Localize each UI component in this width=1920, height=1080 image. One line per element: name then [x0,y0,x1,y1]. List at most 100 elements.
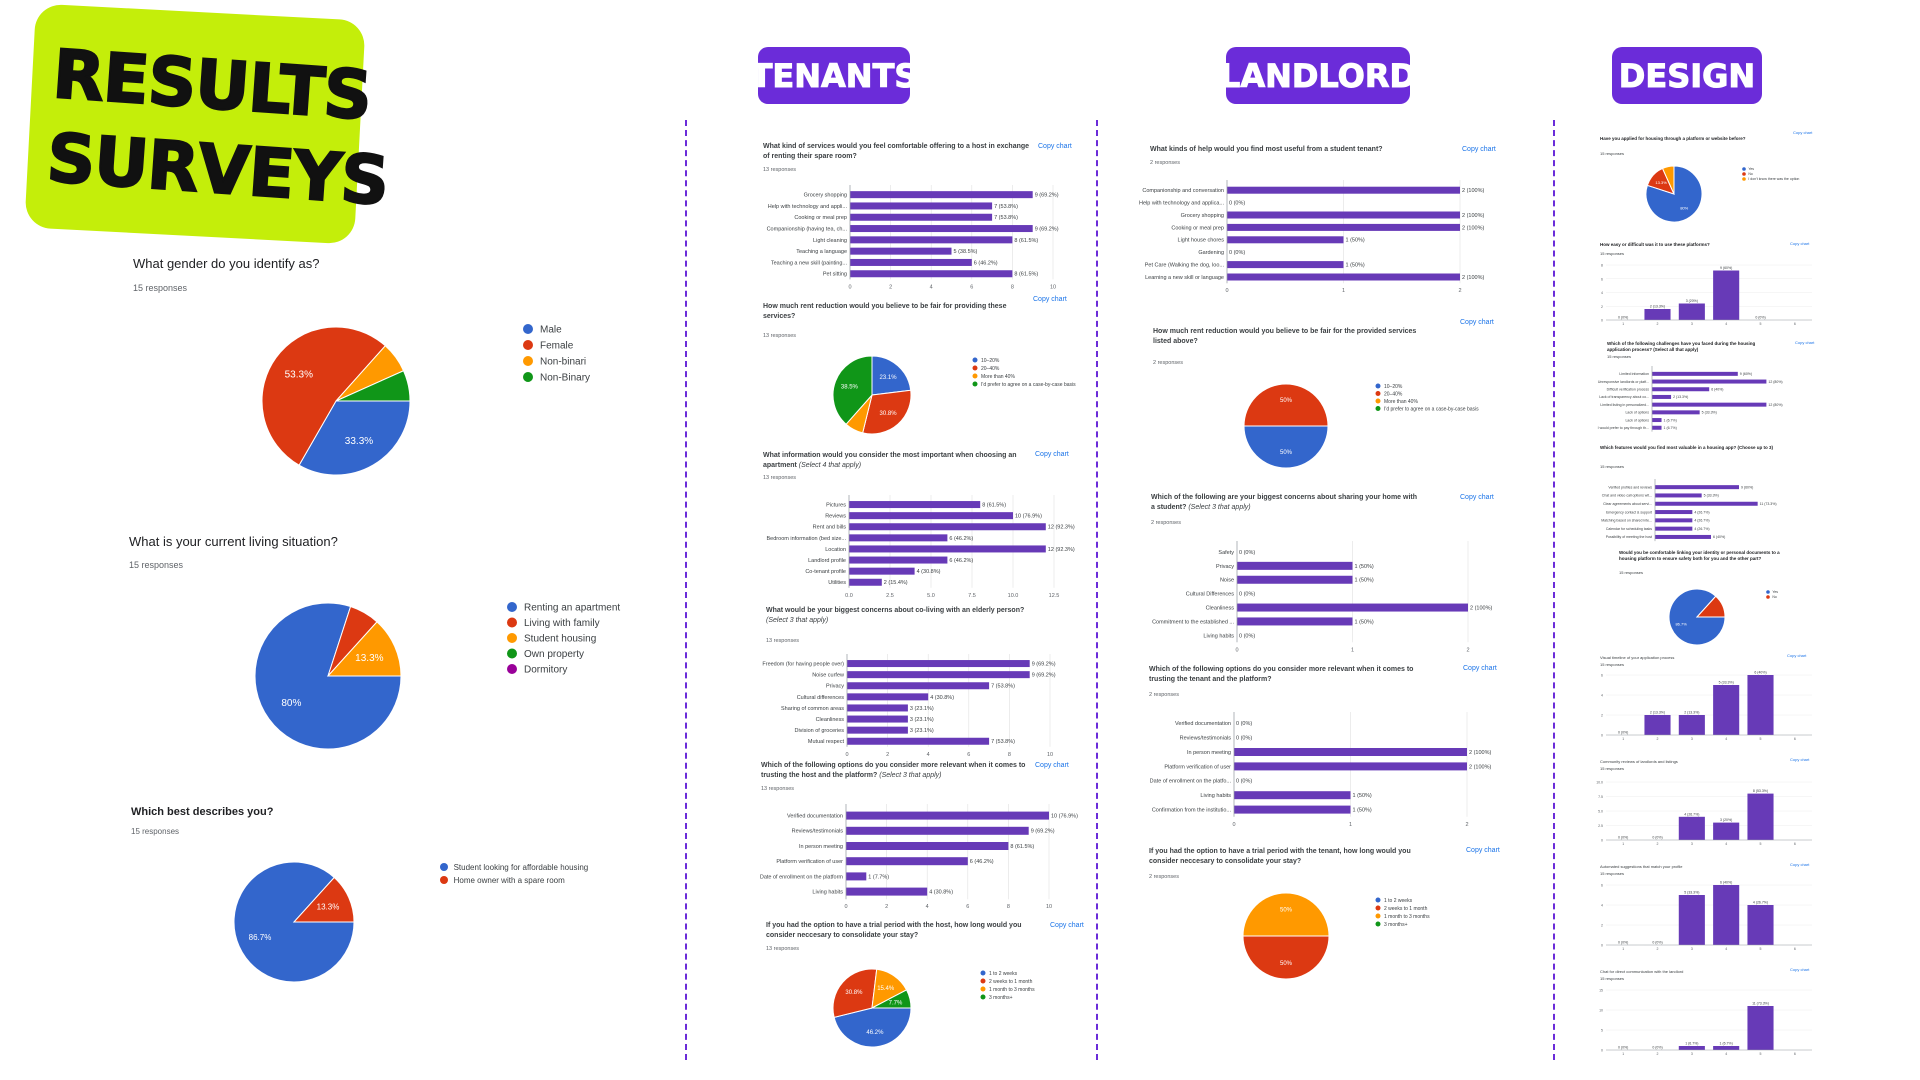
t-q3-copy-chart-button[interactable]: Copy chart [1035,451,1069,458]
y-tick-2: 4 [1601,291,1603,295]
pie-slice-2 [1661,165,1675,195]
bar-value-label-3: 4 (30.8%) [930,695,954,701]
bar-1 [850,202,993,210]
t-q2-copy-chart-button[interactable]: Copy chart [1033,296,1067,303]
bar-2 [1678,715,1705,735]
bar-value-label-4: 3 (23.1%) [910,706,934,712]
bar-value-label-5: 1 (50%) [1353,793,1372,799]
t-q1-copy-chart-button[interactable]: Copy chart [1038,143,1072,150]
bar-category-1: Reviews [825,514,846,520]
legend-dot-2 [523,356,533,366]
l-q1-copy-chart-button[interactable]: Copy chart [1462,146,1496,153]
bar-category-2: Grocery shopping [1181,213,1224,219]
bar-value-label-2: 8 (61.5%) [1010,844,1034,850]
x-tick-2: 4 [930,284,933,290]
x-tick-0: 1 [1622,947,1624,951]
t-q1-responses: 13 responses [763,167,796,173]
bar-value-label-1: 0 (0%) [1652,1046,1662,1050]
t-concerns-bar-chart: 0 2 4 6 8 10 Freedom (for having people over) 9… [762,654,1056,758]
d-q6-copy-chart-button[interactable]: Copy chart [1787,653,1807,658]
legend-dot-3 [980,994,986,1000]
d-q5-responses: 15 responses [1619,570,1643,575]
d-q2-copy-chart-button[interactable]: Copy chart [1790,241,1810,246]
d-q1-responses: 15 responses [1600,151,1624,156]
bar-3 [1652,394,1672,399]
d-q1-copy-chart-button[interactable]: Copy chart [1793,130,1813,135]
bar-category-4: Limited listing in personalized... [1600,403,1649,407]
legend-label-1: 20–40% [1384,391,1403,397]
d-timeline-bar-chart: 0 2 4 6 0 (0%) 1 2 (13.3%) 2 2 (13.3%) 3 5 (33.3%)… [1601,671,1812,741]
legend-dot-1 [1766,595,1770,599]
bar-value-label-0: 9 (69.2%) [1035,193,1059,199]
bar-category-6: Living habits [1203,633,1234,639]
bar-2 [1678,303,1705,320]
l-q5-title-1: If you had the option to have a trial pe… [1149,848,1411,855]
bar-3 [1227,223,1460,231]
bar-value-label-4: 0 (0%) [1755,316,1765,320]
d-q8-responses: 15 responses [1600,871,1624,876]
legend-label-1: No [1772,595,1777,599]
design-q5: Would you be comfortable linking your id… [1619,550,1780,646]
bar-2 [1652,387,1710,392]
d-q9-responses: 15 responses [1600,976,1624,981]
design-q8: Automated suggestions that match your pr… [1600,862,1812,951]
bar-category-5: Teaching a language [796,249,847,255]
y-tick-0: 0 [1601,734,1603,738]
legend-label-0: 10–20% [1384,384,1403,390]
t-q5-title-2-italic: (Select 3 that apply) [879,772,941,779]
l-q5-copy-chart-button[interactable]: Copy chart [1466,847,1500,854]
t-q5-responses: 13 responses [761,786,794,792]
t-info-bar-chart: 0.0 2.5 5.0 7.5 10.0 12.5 Pictures 8 (61.5%) Rev… [767,495,1075,599]
bar-category-5: Commitment to the established ... [1152,619,1234,625]
bar-value-label-0: 0 (0%) [1618,1046,1628,1050]
d-q3-title-1: Which of the following challenges have y… [1607,341,1756,346]
bar-0 [850,191,1033,199]
bar-category-1: Help with technology and appli... [768,204,848,210]
pie-slice-1 [292,876,355,923]
bar-1 [1655,493,1702,498]
landlord-q5: If you had the option to have a trial pe… [1149,847,1500,980]
bar-category-3: Cultural Differences [1186,592,1234,598]
bar-value-label-3: 9 (69.2%) [1035,226,1059,232]
pie-slice-0 [233,861,355,983]
bar-value-label-2: 2 (100%) [1469,750,1491,756]
legend-dot-3 [1375,921,1381,927]
bar-value-label-6: 1 (6.7%) [1664,418,1677,422]
bar-value-label-7: 1 (6.7%) [1664,426,1677,430]
d-q8-copy-chart-button[interactable]: Copy chart [1790,862,1810,867]
t-q2-title-1: How much rent reduction would you believ… [763,303,1007,310]
bar-7 [1652,425,1662,430]
pie-slice-0 [298,400,411,476]
d-q2-responses: 15 responses [1600,251,1624,256]
bar-value-label-2: 6 (40%) [1711,387,1723,391]
d-q7-copy-chart-button[interactable]: Copy chart [1790,757,1810,762]
x-tick-1: 2 [1657,842,1659,846]
bar-category-7: Mutual respect [808,739,845,745]
bar-6 [847,726,908,734]
pie-label-0: 46.2% [866,1030,884,1036]
bar-value-label-1: 5 (33.3%) [1704,494,1719,498]
t-q3-title-2-line: apartment (Select 4 that apply) [763,462,861,469]
pie-label-0: 50% [1280,450,1293,456]
l-q2-copy-chart-button[interactable]: Copy chart [1460,319,1494,326]
bar-value-label-5: 5 (38.5%) [954,249,978,255]
bar-category-4: Light house chores [1178,238,1225,244]
bar-value-label-2: 1 (50%) [1355,578,1374,584]
bar-category-2: Clear agreements about servi... [1603,502,1652,506]
t-services-bar-chart: 0 2 4 6 8 10 Grocery shopping 9 (69.2%) Help wit… [767,185,1059,290]
bar-category-4: Sharing of common areas [781,706,844,712]
bar-2 [847,682,990,690]
bar-value-label-6: 1 (50%) [1346,263,1365,269]
t-q6-copy-chart-button[interactable]: Copy chart [1050,922,1084,929]
bar-value-label-5: 0 (0%) [1229,250,1245,256]
d-q9-copy-chart-button[interactable]: Copy chart [1790,967,1810,972]
bar-value-label-0: 9 (60%) [1740,372,1752,376]
bar-category-3: Cooking or meal prep [1171,225,1224,231]
d-q3-copy-chart-button[interactable]: Copy chart [1795,340,1815,345]
l-q4-copy-chart-button[interactable]: Copy chart [1463,665,1497,672]
t-q5-copy-chart-button[interactable]: Copy chart [1035,762,1069,769]
x-tick-1: 2 [1657,1052,1659,1056]
x-tick-2: 2 [1458,288,1461,294]
l-q3-copy-chart-button[interactable]: Copy chart [1460,494,1494,501]
bar-value-label-1: 12 (80%) [1768,380,1782,384]
